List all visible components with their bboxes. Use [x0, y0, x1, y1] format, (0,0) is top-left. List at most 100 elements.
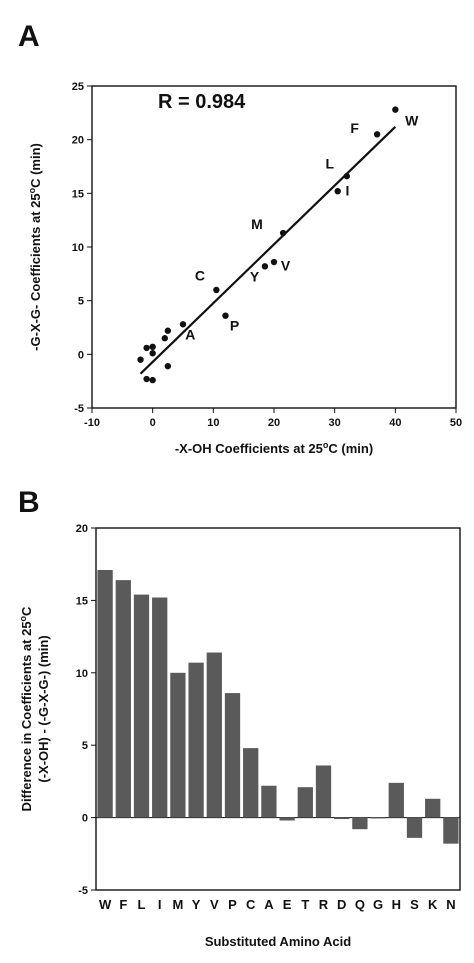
panel-a-points [137, 106, 399, 384]
panel-b-category-label: G [373, 897, 383, 912]
panel-b-category-label: Q [355, 897, 365, 912]
panel-a-x-axis-title: -X-OH Coefficients at 25oC (min) [175, 440, 373, 456]
panel-b-x-axis-title: Substituted Amino Acid [205, 934, 351, 949]
panel-b-bar-R [315, 765, 332, 818]
panel-a-data-point [137, 356, 144, 363]
panel-b-y-tick-label: 0 [82, 813, 88, 825]
panel-a-x-axis: -10 0 10 20 30 40 50 [84, 408, 462, 429]
panel-a-y-tick-label: 25 [72, 81, 84, 93]
panel-b-y-axis-title-line1: Difference in Coefficients at 25oC [18, 606, 34, 812]
panel-a-data-point [179, 321, 187, 328]
panel-b-category-label: I [158, 897, 162, 912]
panel-a-fit-line [139, 125, 397, 375]
panel-a-x-tick-label: 10 [207, 417, 219, 429]
panel-b-category-label: P [228, 897, 237, 912]
panel-a-y-tick-label: 5 [78, 296, 84, 308]
panel-b-category-label: H [392, 897, 401, 912]
panel-a-y-axis: -5 0 5 10 15 20 25 [72, 81, 92, 415]
panel-b-category-label: S [410, 897, 419, 912]
panel-b-bar-N [443, 817, 459, 844]
panel-b-bars [97, 569, 459, 844]
panel-a-point-label: C [195, 267, 205, 283]
panel-b-bar-L [133, 594, 150, 818]
panel-a-x-tick-label: 50 [450, 417, 462, 429]
panel-b-bar-W [97, 569, 113, 818]
panel-a-point-label: M [251, 216, 263, 232]
panel-b-bar-V [206, 652, 222, 818]
panel-a-data-point [149, 376, 156, 384]
panel-b-category-label: F [119, 897, 127, 912]
panel-b-category-label: Y [192, 897, 201, 912]
panel-a-y-tick-label: -5 [74, 403, 84, 415]
panel-b-bar-F [115, 580, 131, 818]
panel-b-y-tick-label: -5 [78, 885, 88, 897]
panel-a-point-label: L [326, 156, 335, 172]
panel-a-data-point [334, 187, 341, 195]
panel-b-category-label: W [99, 897, 112, 912]
panel-a-data-point [392, 106, 399, 113]
panel-a-y-tick-label: 0 [78, 349, 84, 361]
panel-b-y-tick-label: 20 [76, 523, 88, 535]
panel-b-bar-C [243, 748, 259, 818]
panel-b-category-label: M [172, 897, 183, 912]
panel-a-point-label: F [350, 120, 359, 136]
panel-b-bar-P [224, 693, 241, 818]
panel-a-correlation-annotation: R = 0.984 [158, 91, 246, 113]
panel-a-point-label: P [230, 318, 239, 334]
panel-a-data-point [149, 343, 156, 351]
panel-a-fit-line-group [139, 125, 397, 375]
panel-a-x-tick-label: 30 [329, 417, 341, 429]
panel-b-category-label: D [337, 897, 346, 912]
panel-a-data-point [222, 312, 229, 319]
panel-a-scatter-chart: A -5 0 5 10 15 20 25 -10 0 10 20 30 40 50 W F LI M V Y C P A… [18, 20, 462, 456]
panel-a-plot-frame [91, 85, 457, 409]
panel-a-data-point [143, 344, 150, 352]
panel-a-letter: A [18, 20, 40, 53]
panel-a-data-point [343, 172, 350, 180]
panel-b-bar-T [297, 787, 313, 818]
panel-a-data-point [261, 263, 269, 270]
panel-b-plot-frame [95, 527, 461, 891]
panel-a-data-point [279, 229, 287, 237]
panel-a-point-label: A [185, 326, 195, 342]
panel-b-category-label: K [428, 897, 438, 912]
panel-a-y-tick-label: 20 [72, 135, 84, 147]
panel-b-bar-S [406, 817, 423, 838]
panel-b-category-label: T [301, 897, 309, 912]
panel-a-point-label: Y [250, 268, 260, 284]
panel-a-data-point [161, 335, 168, 342]
panel-b-category-label: C [246, 897, 256, 912]
panel-a-point-label: W [405, 113, 419, 129]
panel-b-bar-Y [188, 662, 204, 818]
panel-b-y-axis: -5 0 5 10 15 20 [76, 523, 96, 897]
panel-a-x-tick-label: -10 [84, 417, 100, 429]
panel-b-category-label: A [264, 897, 274, 912]
panel-a-data-point [149, 350, 156, 357]
panel-b-y-axis-title-line2: (-X-OH) - (-G-X-G-) (min) [36, 635, 51, 782]
panel-b-category-label: V [210, 897, 219, 912]
panel-b-bar-G [370, 817, 386, 819]
panel-b-y-tick-label: 15 [76, 595, 88, 607]
panel-b-bar-M [170, 672, 186, 818]
panel-a-data-point [164, 362, 172, 370]
panel-a-point-label: I [345, 182, 349, 198]
panel-a-y-axis-title: -G-X-G- Coefficients at 25oC (min) [27, 143, 43, 351]
panel-a-x-tick-label: 40 [389, 417, 401, 429]
panel-a-data-point [164, 327, 172, 334]
panel-b-category-label: L [138, 897, 146, 912]
panel-a-data-point [213, 286, 220, 294]
panel-a-data-point [143, 375, 150, 383]
panel-a-data-point [270, 258, 278, 266]
panel-b-category-label: E [283, 897, 292, 912]
panel-b-bar-K [425, 798, 441, 818]
panel-a-point-labels: W F LI M V Y C P A [185, 113, 419, 343]
panel-b-category-label: N [446, 897, 455, 912]
panel-a-y-tick-label: 15 [72, 188, 84, 200]
panel-b-bar-H [388, 782, 404, 818]
panel-a-point-label: V [281, 258, 291, 274]
panel-b-bar-I [152, 597, 168, 818]
panel-a-x-tick-label: 20 [268, 417, 280, 429]
panel-a-x-tick-label: 0 [150, 417, 156, 429]
panel-b-letter: B [18, 486, 40, 519]
